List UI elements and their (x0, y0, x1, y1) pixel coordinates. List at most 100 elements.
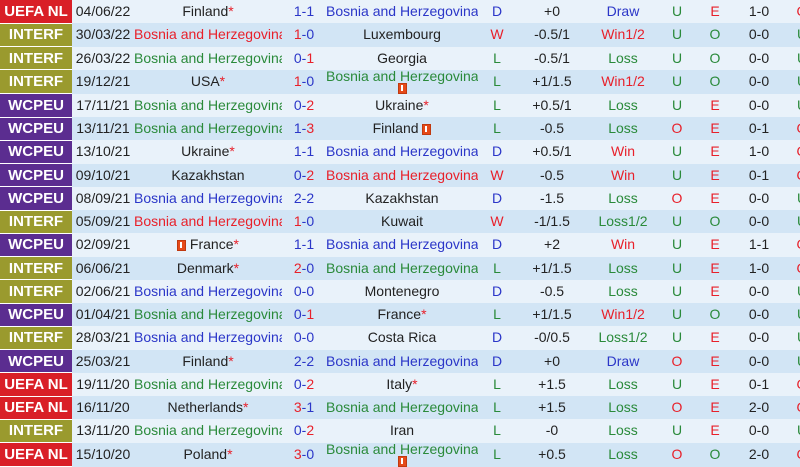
match-score[interactable]: 1-1 (282, 140, 326, 164)
table-row[interactable]: WCPEU 09/10/21 Kazakhstan 0-2 Bosnia and… (0, 163, 800, 188)
competition-badge[interactable]: INTERF (0, 69, 72, 95)
match-score[interactable]: 1-1 (282, 233, 326, 257)
table-row[interactable]: UEFA NL 19/11/20 Bosnia and Herzegovina … (0, 372, 800, 397)
table-row[interactable]: UEFA NL 15/10/20 Poland* 3-0 Bosnia and … (0, 442, 800, 467)
home-team[interactable]: USA* (134, 69, 282, 94)
away-team[interactable]: Luxembourg (326, 23, 478, 47)
away-team[interactable]: Bosnia and Herzegovina (326, 256, 478, 280)
away-team[interactable]: Georgia (326, 46, 478, 70)
match-score[interactable]: 0-2 (282, 163, 326, 187)
table-row[interactable]: INTERF 28/03/21 Bosnia and Herzegovina* … (0, 326, 800, 351)
home-team[interactable]: Ukraine* (134, 140, 282, 164)
home-team[interactable]: Finland* (134, 0, 282, 24)
away-team[interactable]: Finland (326, 117, 478, 141)
competition-badge[interactable]: INTERF (0, 46, 72, 71)
away-team[interactable]: Bosnia and Herzegovina (326, 442, 478, 467)
competition-badge[interactable]: UEFA NL (0, 372, 72, 397)
home-team[interactable]: Netherlands* (134, 396, 282, 420)
competition-badge[interactable]: WCPEU (0, 233, 72, 258)
table-row[interactable]: WCPEU 13/11/21 Bosnia and Herzegovina* 1… (0, 117, 800, 141)
away-team[interactable]: Kazakhstan (326, 186, 478, 210)
home-team[interactable]: Bosnia and Herzegovina* (134, 326, 282, 350)
away-team[interactable]: Bosnia and Herzegovina (326, 349, 478, 373)
match-score[interactable]: 1-0 (282, 23, 326, 47)
home-team[interactable]: Denmark* (134, 256, 282, 280)
competition-badge[interactable]: INTERF (0, 279, 72, 304)
away-team[interactable]: Italy* (326, 372, 478, 396)
competition-badge[interactable]: INTERF (0, 210, 72, 234)
match-score[interactable]: 1-3 (282, 117, 326, 141)
home-team[interactable]: Bosnia and Herzegovina* (134, 46, 282, 70)
table-row[interactable]: WCPEU 17/11/21 Bosnia and Herzegovina 0-… (0, 93, 800, 118)
competition-badge[interactable]: UEFA NL (0, 442, 72, 467)
match-score[interactable]: 1-1 (282, 0, 326, 24)
home-team[interactable]: Bosnia and Herzegovina* (134, 23, 282, 47)
away-team[interactable]: Bosnia and Herzegovina* (326, 163, 478, 187)
home-team[interactable]: Bosnia and Herzegovina* (134, 419, 282, 443)
away-team[interactable]: Bosnia and Herzegovina (326, 0, 478, 24)
table-row[interactable]: INTERF 06/06/21 Denmark* 2-0 Bosnia and … (0, 256, 800, 281)
home-team[interactable]: Bosnia and Herzegovina* (134, 279, 282, 303)
match-score[interactable]: 1-0 (282, 210, 326, 234)
match-score[interactable]: 0-1 (282, 46, 326, 70)
table-row[interactable]: WCPEU 08/09/21 Bosnia and Herzegovina* 2… (0, 186, 800, 211)
away-team[interactable]: Bosnia and Herzegovina (326, 69, 478, 94)
match-score[interactable]: 2-2 (282, 349, 326, 373)
table-row[interactable]: INTERF 26/03/22 Bosnia and Herzegovina* … (0, 46, 800, 71)
table-row[interactable]: UEFA NL 16/11/20 Netherlands* 3-1 Bosnia… (0, 396, 800, 420)
home-team[interactable]: Poland* (134, 442, 282, 467)
competition-badge[interactable]: UEFA NL (0, 0, 72, 24)
home-team[interactable]: Bosnia and Herzegovina (134, 303, 282, 327)
table-row[interactable]: INTERF 19/12/21 USA* 1-0 Bosnia and Herz… (0, 69, 800, 95)
away-team[interactable]: France* (326, 303, 478, 327)
competition-badge[interactable]: WCPEU (0, 93, 72, 118)
home-team[interactable]: Bosnia and Herzegovina* (134, 186, 282, 210)
competition-badge[interactable]: INTERF (0, 419, 72, 444)
match-score[interactable]: 0-2 (282, 93, 326, 117)
match-score[interactable]: 2-2 (282, 186, 326, 210)
table-row[interactable]: INTERF 13/11/20 Bosnia and Herzegovina* … (0, 419, 800, 444)
match-score[interactable]: 3-0 (282, 442, 326, 467)
home-team[interactable]: Kazakhstan (134, 163, 282, 187)
competition-badge[interactable]: WCPEU (0, 186, 72, 211)
home-team[interactable]: Bosnia and Herzegovina* (134, 210, 282, 234)
competition-badge[interactable]: INTERF (0, 23, 72, 48)
competition-badge[interactable]: INTERF (0, 256, 72, 281)
home-team[interactable]: Bosnia and Herzegovina (134, 93, 282, 117)
away-team[interactable]: Iran (326, 419, 478, 443)
competition-badge[interactable]: WCPEU (0, 117, 72, 141)
home-team[interactable]: Finland* (134, 349, 282, 373)
home-team[interactable]: Bosnia and Herzegovina* (134, 117, 282, 141)
table-row[interactable]: INTERF 30/03/22 Bosnia and Herzegovina* … (0, 23, 800, 48)
away-team[interactable]: Kuwait (326, 210, 478, 234)
away-team[interactable]: Costa Rica (326, 326, 478, 350)
competition-badge[interactable]: WCPEU (0, 349, 72, 374)
away-team[interactable]: Montenegro (326, 279, 478, 303)
table-row[interactable]: WCPEU 02/09/21 France* 1-1 Bosnia and He… (0, 233, 800, 258)
away-team[interactable]: Ukraine* (326, 93, 478, 117)
away-team[interactable]: Bosnia and Herzegovina (326, 233, 478, 257)
match-score[interactable]: 0-2 (282, 419, 326, 443)
table-row[interactable]: WCPEU 13/10/21 Ukraine* 1-1 Bosnia and H… (0, 140, 800, 165)
match-score[interactable]: 2-0 (282, 256, 326, 280)
match-score[interactable]: 0-1 (282, 303, 326, 327)
match-score[interactable]: 0-0 (282, 279, 326, 303)
match-score[interactable]: 1-0 (282, 69, 326, 94)
table-row[interactable]: INTERF 02/06/21 Bosnia and Herzegovina* … (0, 279, 800, 304)
match-score[interactable]: 3-1 (282, 396, 326, 420)
home-team[interactable]: Bosnia and Herzegovina (134, 372, 282, 396)
competition-badge[interactable]: WCPEU (0, 303, 72, 327)
table-row[interactable]: WCPEU 01/04/21 Bosnia and Herzegovina 0-… (0, 303, 800, 327)
competition-badge[interactable]: UEFA NL (0, 396, 72, 420)
table-row[interactable]: WCPEU 25/03/21 Finland* 2-2 Bosnia and H… (0, 349, 800, 374)
away-team[interactable]: Bosnia and Herzegovina (326, 140, 478, 164)
match-score[interactable]: 0-0 (282, 326, 326, 350)
match-score[interactable]: 0-2 (282, 372, 326, 396)
table-row[interactable]: INTERF 05/09/21 Bosnia and Herzegovina* … (0, 210, 800, 234)
competition-badge[interactable]: WCPEU (0, 163, 72, 188)
home-team[interactable]: France* (134, 233, 282, 257)
competition-badge[interactable]: WCPEU (0, 140, 72, 165)
away-team[interactable]: Bosnia and Herzegovina (326, 396, 478, 420)
table-row[interactable]: UEFA NL 04/06/22 Finland* 1-1 Bosnia and… (0, 0, 800, 24)
competition-badge[interactable]: INTERF (0, 326, 72, 351)
